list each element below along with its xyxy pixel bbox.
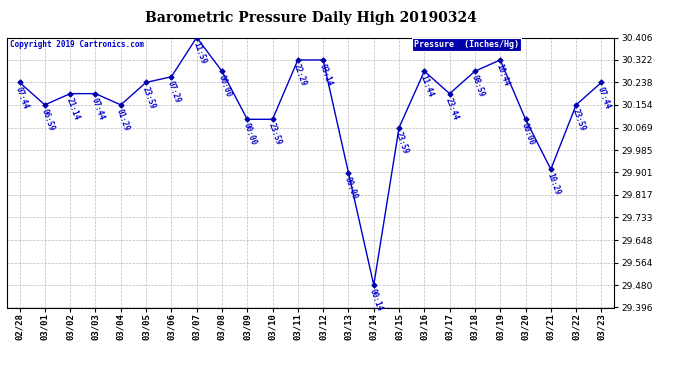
Text: 03:14: 03:14	[317, 63, 334, 87]
Text: 07:44: 07:44	[14, 85, 30, 110]
Text: 21:14: 21:14	[64, 96, 81, 121]
Point	[571, 102, 582, 108]
Text: 07:44: 07:44	[90, 96, 106, 121]
Text: 11:59: 11:59	[191, 40, 207, 65]
Text: 23:44: 23:44	[444, 96, 460, 121]
Point	[444, 91, 455, 97]
Text: 07:44: 07:44	[595, 85, 612, 110]
Text: 23:59: 23:59	[393, 130, 410, 155]
Point	[90, 91, 101, 97]
Text: Pressure  (Inches/Hg): Pressure (Inches/Hg)	[414, 40, 519, 49]
Point	[317, 57, 328, 63]
Point	[217, 68, 228, 74]
Text: 06:59: 06:59	[39, 108, 55, 132]
Text: 08:59: 08:59	[469, 74, 486, 99]
Text: 00:14: 00:14	[368, 288, 384, 313]
Text: 23:59: 23:59	[571, 108, 586, 132]
Point	[14, 80, 25, 86]
Point	[166, 74, 177, 80]
Point	[596, 80, 607, 86]
Text: 00:00: 00:00	[216, 74, 233, 99]
Point	[191, 34, 202, 40]
Point	[545, 166, 556, 172]
Text: 01:29: 01:29	[115, 108, 131, 132]
Text: 00:00: 00:00	[520, 122, 536, 147]
Point	[39, 102, 50, 108]
Point	[141, 80, 152, 86]
Text: Copyright 2019 Cartronics.com: Copyright 2019 Cartronics.com	[10, 40, 144, 49]
Text: 10:29: 10:29	[545, 172, 562, 197]
Point	[343, 170, 354, 176]
Text: 00:00: 00:00	[343, 176, 359, 200]
Point	[115, 102, 126, 108]
Text: 10:44: 10:44	[495, 63, 511, 87]
Text: 23:59: 23:59	[140, 85, 157, 110]
Point	[419, 68, 430, 74]
Text: 00:00: 00:00	[241, 122, 258, 147]
Text: 22:29: 22:29	[292, 63, 308, 87]
Text: 11:44: 11:44	[419, 74, 435, 99]
Point	[368, 282, 380, 288]
Point	[293, 57, 304, 63]
Point	[469, 68, 480, 74]
Text: 23:59: 23:59	[267, 122, 283, 147]
Point	[267, 116, 278, 122]
Point	[65, 91, 76, 97]
Point	[495, 57, 506, 63]
Point	[241, 116, 253, 122]
Text: 07:29: 07:29	[166, 80, 182, 104]
Point	[520, 116, 531, 122]
Text: Barometric Pressure Daily High 20190324: Barometric Pressure Daily High 20190324	[145, 11, 476, 25]
Point	[393, 124, 404, 130]
